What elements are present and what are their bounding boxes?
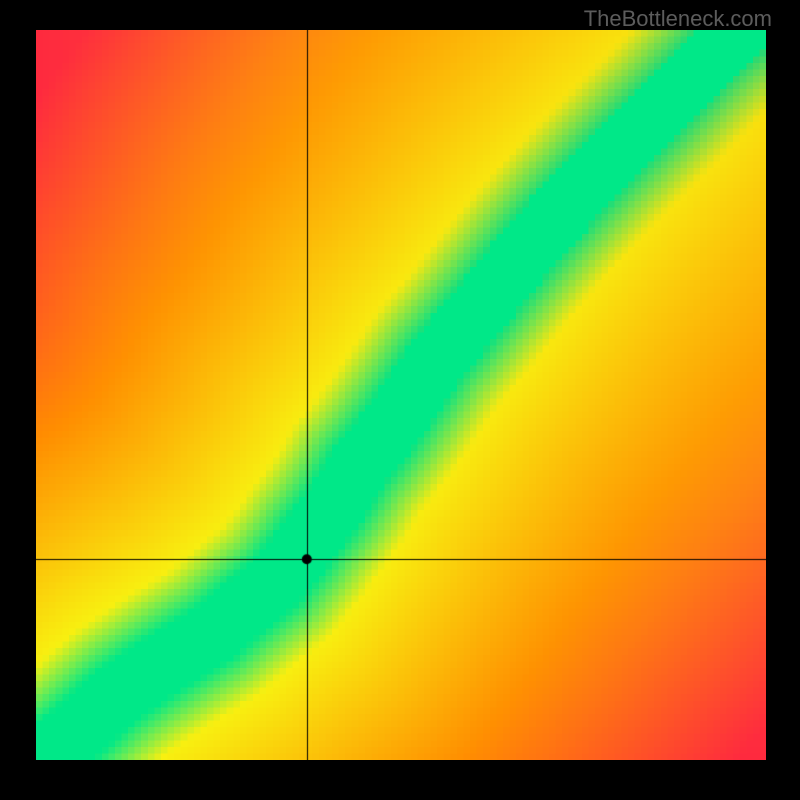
watermark-text: TheBottleneck.com [584,6,772,32]
bottleneck-heatmap [36,30,766,760]
figure-container: TheBottleneck.com [0,0,800,800]
